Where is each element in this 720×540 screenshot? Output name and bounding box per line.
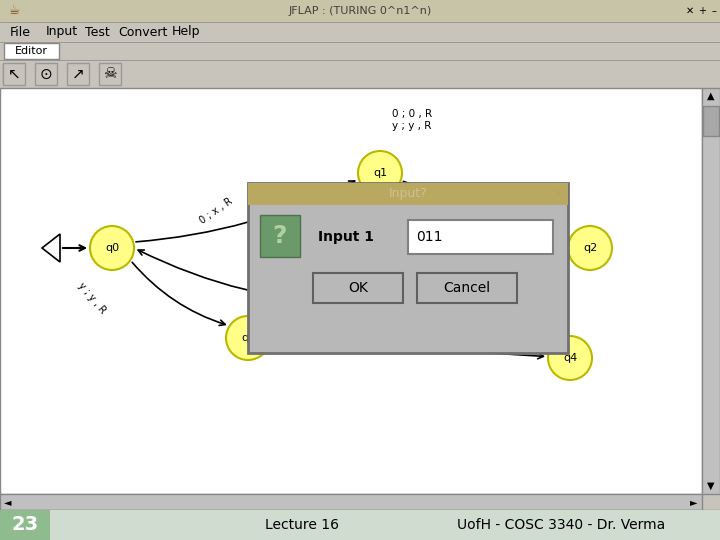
Text: q1: q1: [373, 168, 387, 178]
FancyBboxPatch shape: [4, 43, 59, 59]
FancyBboxPatch shape: [702, 88, 720, 494]
Text: Help: Help: [172, 25, 200, 38]
Text: 011: 011: [416, 230, 443, 244]
Text: □ ; □ , R: □ ; □ , R: [386, 329, 432, 339]
Text: q4: q4: [563, 353, 577, 363]
Text: 23: 23: [12, 516, 39, 535]
Circle shape: [358, 151, 402, 195]
Text: File: File: [10, 25, 31, 38]
FancyBboxPatch shape: [0, 0, 720, 22]
FancyBboxPatch shape: [703, 106, 719, 136]
Text: ✕: ✕: [686, 6, 694, 16]
Text: Editor: Editor: [14, 46, 48, 56]
Circle shape: [90, 226, 134, 270]
FancyBboxPatch shape: [248, 183, 568, 205]
FancyBboxPatch shape: [0, 510, 50, 540]
Text: +: +: [698, 6, 706, 16]
FancyBboxPatch shape: [67, 63, 89, 85]
FancyBboxPatch shape: [0, 88, 702, 494]
Text: ☕: ☕: [9, 4, 19, 17]
Text: q3: q3: [241, 333, 255, 343]
Text: Cancel: Cancel: [444, 281, 490, 295]
Text: Input: Input: [46, 25, 78, 38]
FancyBboxPatch shape: [0, 22, 720, 42]
FancyBboxPatch shape: [35, 63, 57, 85]
FancyBboxPatch shape: [417, 273, 517, 303]
Text: Convert: Convert: [118, 25, 167, 38]
Text: Input 1: Input 1: [318, 230, 374, 244]
Text: ⊙: ⊙: [40, 66, 53, 82]
Text: 0 , L
y , L: 0 , L y , L: [535, 188, 557, 210]
FancyBboxPatch shape: [0, 42, 720, 60]
Text: ►: ►: [690, 497, 698, 507]
Text: Test: Test: [85, 25, 109, 38]
Text: ↗: ↗: [71, 66, 84, 82]
FancyBboxPatch shape: [313, 273, 403, 303]
Circle shape: [548, 336, 592, 380]
Text: ?: ?: [273, 224, 287, 248]
Text: y: y: [262, 298, 268, 308]
Text: ✕: ✕: [553, 189, 563, 199]
Text: ◄: ◄: [4, 497, 12, 507]
Text: Input?: Input?: [389, 187, 428, 200]
Text: ▲: ▲: [707, 91, 715, 101]
FancyBboxPatch shape: [248, 183, 568, 353]
FancyBboxPatch shape: [0, 494, 702, 510]
Text: 0 ; 0 , R
y ; y , R: 0 ; 0 , R y ; y , R: [392, 109, 432, 131]
Text: q0: q0: [105, 243, 119, 253]
FancyBboxPatch shape: [408, 220, 553, 254]
Text: y ; y , R: y ; y , R: [76, 280, 108, 315]
Circle shape: [226, 316, 270, 360]
Text: OK: OK: [348, 281, 368, 295]
Text: ▼: ▼: [707, 481, 715, 491]
Text: –: –: [711, 6, 716, 16]
Text: Lecture 16: Lecture 16: [266, 518, 339, 532]
Text: q2: q2: [583, 243, 597, 253]
Circle shape: [568, 226, 612, 270]
Text: ☠: ☠: [103, 66, 117, 82]
Text: ↖: ↖: [8, 66, 20, 82]
Text: 0 ; x , R: 0 ; x , R: [198, 195, 234, 225]
Text: JFLAP : (TURING 0^n1^n): JFLAP : (TURING 0^n1^n): [289, 6, 431, 16]
FancyBboxPatch shape: [99, 63, 121, 85]
FancyBboxPatch shape: [260, 215, 300, 257]
Text: UofH - COSC 3340 - Dr. Verma: UofH - COSC 3340 - Dr. Verma: [457, 518, 666, 532]
FancyBboxPatch shape: [3, 63, 25, 85]
FancyBboxPatch shape: [0, 510, 720, 540]
FancyBboxPatch shape: [0, 60, 720, 88]
